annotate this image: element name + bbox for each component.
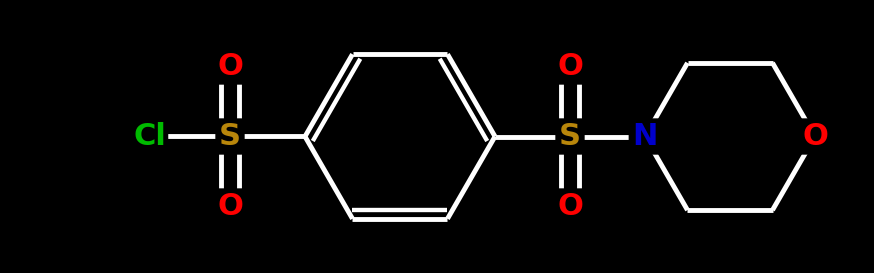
Text: S: S xyxy=(559,122,581,151)
Text: S: S xyxy=(219,122,241,151)
Text: O: O xyxy=(557,192,583,221)
Text: Cl: Cl xyxy=(134,122,166,151)
Text: O: O xyxy=(557,52,583,81)
Text: O: O xyxy=(217,192,243,221)
Text: O: O xyxy=(217,52,243,81)
Text: O: O xyxy=(802,122,828,151)
Text: N: N xyxy=(632,122,658,151)
